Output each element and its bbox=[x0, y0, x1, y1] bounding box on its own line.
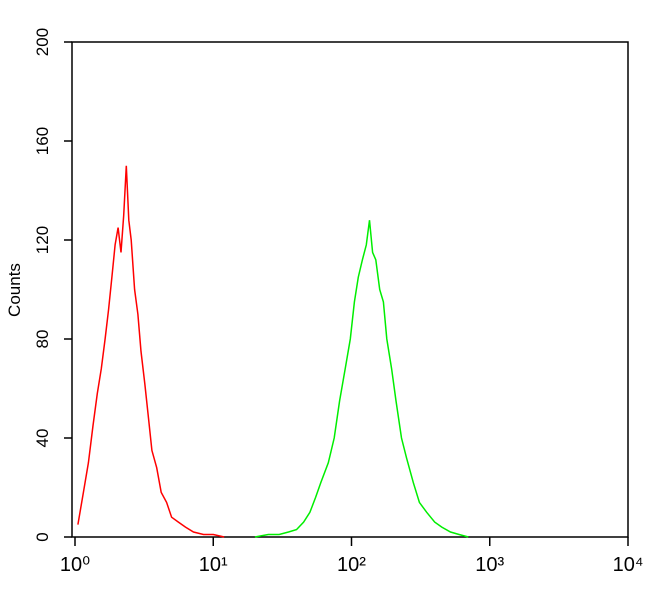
histogram-line bbox=[77, 165, 225, 538]
y-tick-label: 200 bbox=[33, 28, 52, 56]
y-tick-label: 160 bbox=[33, 127, 52, 155]
x-tick-label: 10² bbox=[337, 554, 366, 576]
x-tick-label: 10⁰ bbox=[60, 554, 90, 576]
y-tick-label: 120 bbox=[33, 226, 52, 254]
histogram-line bbox=[254, 220, 469, 538]
y-tick-label: 0 bbox=[33, 532, 52, 541]
y-tick-label: 80 bbox=[33, 330, 52, 349]
x-tick-label: 10⁴ bbox=[613, 554, 644, 576]
plot-frame bbox=[71, 41, 629, 538]
y-tick-label: 40 bbox=[33, 429, 52, 448]
x-tick-label: 10¹ bbox=[199, 554, 228, 576]
y-axis-label: Counts bbox=[5, 263, 24, 317]
x-tick-label: 10³ bbox=[475, 554, 504, 576]
